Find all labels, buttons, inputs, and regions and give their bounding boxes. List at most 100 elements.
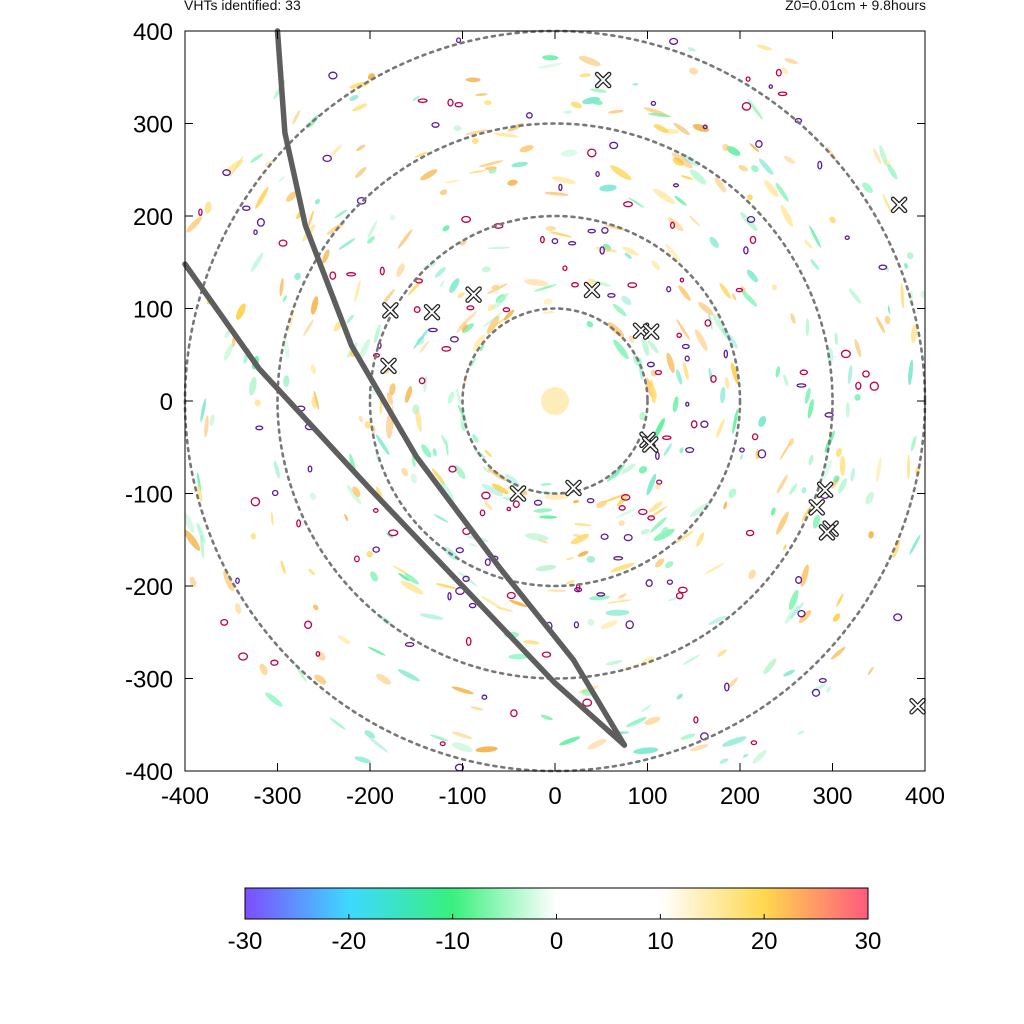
vorticity-contour [599, 246, 605, 255]
field-patch [720, 386, 726, 404]
field-patch [209, 414, 215, 427]
vht-marker [380, 357, 397, 375]
field-patch [292, 110, 301, 125]
field-patch [572, 533, 581, 537]
field-patch [542, 311, 555, 314]
field-patch [314, 198, 320, 205]
vorticity-contour [690, 420, 698, 429]
vht-marker [465, 286, 482, 303]
vorticity-contour [743, 246, 749, 255]
x-tick-label: -200 [346, 783, 394, 810]
vorticity-contour [672, 183, 680, 188]
field-patch [533, 508, 553, 513]
field-patch [788, 589, 799, 611]
vorticity-contour [222, 169, 231, 177]
field-patch [640, 704, 652, 713]
colorbar: -30 -20 -10 0 10 20 30 [228, 887, 881, 955]
y-tick-label: 0 [160, 389, 173, 416]
field-patch [909, 534, 921, 555]
field-patch [338, 238, 356, 250]
field-patch [346, 314, 355, 324]
field-patch [654, 483, 662, 490]
field-patch [610, 165, 632, 181]
vorticity-contour [625, 620, 634, 630]
vorticity-contour [679, 277, 685, 283]
field-patch [294, 272, 301, 281]
x-tick-label: 200 [720, 783, 760, 810]
field-patch [756, 44, 773, 51]
field-patch [599, 184, 617, 192]
field-patch [250, 533, 257, 540]
field-patch [367, 646, 386, 656]
y-tick-label: -200 [125, 574, 173, 601]
field-patch [647, 113, 672, 118]
field-patch [491, 483, 509, 495]
field-patch [444, 179, 460, 184]
field-patch [836, 593, 844, 607]
field-patch [676, 319, 691, 341]
vorticity-contour [620, 494, 631, 501]
vorticity-contour [735, 287, 744, 293]
colorbar-tick-label: 10 [647, 928, 674, 955]
field-patch [586, 321, 594, 328]
field-patch [462, 323, 474, 333]
field-patch [750, 165, 759, 173]
field-patch [329, 717, 346, 730]
field-patch [546, 589, 567, 592]
field-patch [661, 526, 669, 535]
field-patch [370, 571, 378, 582]
field-patch [397, 669, 420, 682]
x-tick-label: 400 [905, 783, 945, 810]
field-patch [364, 730, 376, 739]
field-patch [867, 666, 874, 676]
field-patch [854, 338, 862, 358]
field-patch [809, 683, 827, 694]
field-patch [469, 170, 486, 174]
y-tick-label: -400 [125, 759, 173, 786]
field-patch [352, 103, 368, 112]
field-patch [196, 522, 206, 544]
vorticity-contour [582, 698, 593, 707]
field-patch [676, 693, 683, 700]
field-patch [801, 487, 807, 494]
vorticity-contour [253, 229, 258, 236]
y-tick-label: 400 [133, 19, 173, 46]
field-patch [414, 151, 428, 158]
vorticity-contour [404, 641, 415, 648]
field-patch [410, 473, 417, 484]
vorticity-contour [455, 547, 464, 554]
field-patch [783, 669, 795, 677]
field-patch [887, 164, 898, 180]
field-patch [781, 67, 789, 75]
field-patch [731, 293, 737, 301]
field-patch [839, 455, 846, 476]
field-patch [286, 191, 297, 202]
field-patch [465, 129, 489, 136]
field-patch [622, 246, 639, 256]
field-patch [600, 620, 618, 630]
field-patch [613, 339, 629, 360]
vorticity-contour [462, 575, 470, 582]
field-patch [249, 376, 257, 396]
vorticity-contour [647, 515, 656, 521]
field-patch [270, 512, 274, 526]
field-patch [673, 122, 690, 136]
field-patch [847, 365, 853, 385]
field-patch [540, 714, 553, 721]
field-patch [746, 269, 759, 283]
field-patch [764, 179, 779, 198]
vorticity-contour [824, 412, 834, 418]
y-tick-label: 200 [133, 204, 173, 231]
field-patch [432, 448, 437, 457]
field-patch [573, 499, 579, 504]
field-patch [250, 252, 264, 273]
field-patch [560, 149, 577, 157]
field-patch [690, 744, 709, 752]
vorticity-contour [755, 140, 763, 148]
range-ring [461, 307, 649, 495]
field-patch [784, 58, 798, 64]
field-patch [749, 143, 760, 152]
field-patch [453, 125, 462, 132]
field-patch [784, 605, 799, 624]
field-patch [758, 416, 767, 427]
